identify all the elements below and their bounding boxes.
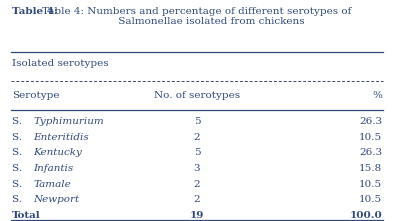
Text: 3: 3 (194, 164, 200, 173)
Text: Table 4: Numbers and percentage of different serotypes of
         Salmonellae i: Table 4: Numbers and percentage of diffe… (42, 7, 352, 26)
Text: S.: S. (12, 164, 26, 173)
Text: 19: 19 (190, 211, 204, 220)
Text: Isolated serotypes: Isolated serotypes (12, 59, 109, 68)
Text: S.: S. (12, 117, 26, 126)
Text: Tamale: Tamale (33, 180, 71, 189)
Text: 15.8: 15.8 (359, 164, 382, 173)
Text: 5: 5 (194, 117, 200, 126)
Text: 26.3: 26.3 (359, 149, 382, 157)
Text: Serotype: Serotype (12, 91, 60, 100)
Text: 10.5: 10.5 (359, 133, 382, 142)
Text: 10.5: 10.5 (359, 196, 382, 204)
Text: Table 4:: Table 4: (12, 7, 58, 15)
Text: 26.3: 26.3 (359, 117, 382, 126)
Text: 2: 2 (194, 196, 200, 204)
Text: %: % (372, 91, 382, 100)
Text: S.: S. (12, 133, 26, 142)
Text: 100.0: 100.0 (349, 211, 382, 220)
Text: S.: S. (12, 196, 26, 204)
Text: Total: Total (12, 211, 41, 220)
Text: Newport: Newport (33, 196, 79, 204)
Text: Infantis: Infantis (33, 164, 73, 173)
Text: 10.5: 10.5 (359, 180, 382, 189)
Text: Kentucky: Kentucky (33, 149, 82, 157)
Text: Enteritidis: Enteritidis (33, 133, 89, 142)
Text: 5: 5 (194, 149, 200, 157)
Text: 2: 2 (194, 133, 200, 142)
Text: 2: 2 (194, 180, 200, 189)
Text: S.: S. (12, 180, 26, 189)
Text: No. of serotypes: No. of serotypes (154, 91, 240, 100)
Text: S.: S. (12, 149, 26, 157)
Text: Typhimurium: Typhimurium (33, 117, 104, 126)
